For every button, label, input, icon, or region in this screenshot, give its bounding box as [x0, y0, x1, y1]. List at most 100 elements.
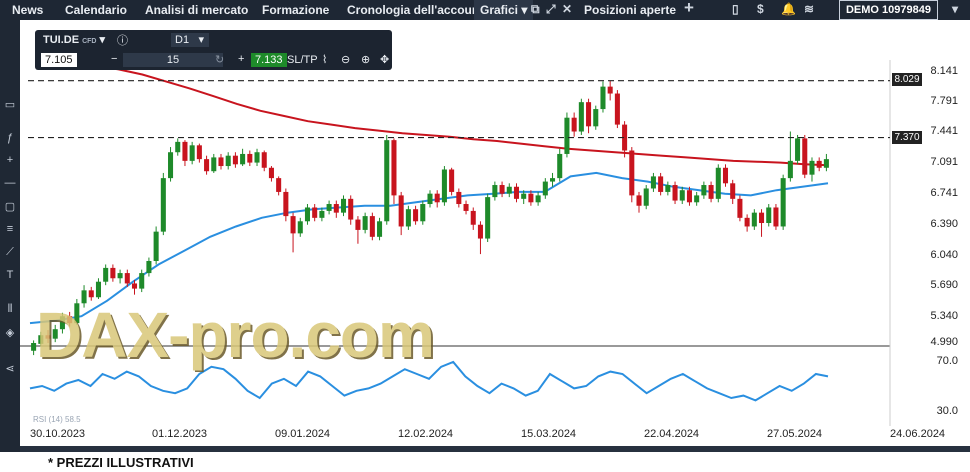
candle-body	[175, 141, 181, 153]
candle-body	[463, 204, 469, 211]
candle-body	[636, 195, 642, 206]
account-label: DEMO	[845, 4, 879, 16]
candle-body	[557, 153, 563, 179]
ask-price[interactable]: 7.133	[251, 53, 287, 67]
add-tab-icon[interactable]: +	[684, 0, 694, 17]
candles	[31, 80, 829, 356]
timeframe-select[interactable]: D1 ▾	[171, 33, 210, 47]
bid-price[interactable]: 7.105	[41, 53, 77, 67]
tab-formazione[interactable]: Formazione	[262, 3, 330, 17]
decrease-quantity-button[interactable]: −	[111, 53, 118, 65]
account-badge[interactable]: DEMO 10979849	[838, 0, 938, 20]
tab-calendario[interactable]: Calendario	[65, 3, 128, 17]
candle-body	[45, 335, 51, 339]
window-icon[interactable]: ▭	[4, 99, 16, 111]
candle-body	[672, 185, 678, 201]
quantity-input[interactable]: 15	[123, 53, 223, 67]
sltp-button[interactable]: SL/TP	[287, 54, 318, 66]
zoom-out-icon[interactable]: ⊖	[341, 54, 351, 66]
tab-posizioni-aperte[interactable]: Posizioni aperte	[584, 3, 677, 17]
layers-icon[interactable]: ◈	[5, 327, 15, 339]
rectangle-tool-icon[interactable]: ▢	[4, 201, 16, 213]
layout-icon[interactable]: ▯	[732, 2, 739, 16]
grid-lines	[20, 60, 891, 426]
quantity-value: 15	[166, 54, 180, 66]
candle-body	[398, 195, 404, 227]
tab-cronologia-account[interactable]: Cronologia dell'account	[347, 3, 484, 17]
account-number: 10979849	[882, 4, 931, 16]
candle-body	[362, 216, 368, 230]
candle-body	[124, 273, 130, 284]
candle-body	[369, 216, 375, 237]
candle-body	[441, 169, 447, 203]
candle-body	[751, 212, 757, 227]
candle-body	[766, 207, 772, 224]
info-icon[interactable]: ⓘ	[117, 35, 128, 47]
candle-body	[499, 185, 505, 194]
text-tool-icon[interactable]: T	[6, 269, 14, 281]
candle-body	[247, 153, 253, 163]
detach-icon[interactable]: ⧉	[531, 2, 540, 16]
candle-body	[95, 281, 101, 298]
candle-body	[168, 152, 174, 179]
candle-body	[153, 231, 159, 261]
candle-body	[622, 124, 628, 151]
candle-body	[542, 181, 548, 196]
candle-body	[240, 153, 246, 165]
line-chart-icon[interactable]: ⌇	[322, 54, 328, 66]
ruler-icon[interactable]: ⫴	[7, 303, 13, 315]
candle-body	[658, 176, 664, 192]
currency-icon[interactable]: $	[757, 2, 764, 16]
line-tool-icon[interactable]: —	[4, 177, 16, 189]
candle-body	[103, 267, 109, 282]
tab-analisi-di-mercato[interactable]: Analisi di mercato	[145, 3, 249, 17]
indicator-icon[interactable]: ƒ	[6, 132, 14, 144]
price-tick: 6.390	[930, 218, 958, 230]
symbol-selector[interactable]: TUI.DE CFD ▾	[43, 34, 106, 46]
candle-body	[535, 195, 541, 203]
candle-body	[708, 185, 714, 199]
candle-body	[686, 190, 692, 203]
tab-news[interactable]: News	[12, 3, 44, 17]
reset-icon[interactable]: ↻	[215, 54, 225, 66]
tab-grafici[interactable]: Grafici ▾	[474, 0, 534, 20]
candle-body	[578, 102, 584, 132]
bell-icon[interactable]: 🔔	[781, 2, 796, 16]
candle-body	[67, 316, 73, 324]
candle-body	[59, 316, 65, 330]
footer: * PREZZI ILLUSTRATIVI	[0, 452, 970, 472]
expand-icon[interactable]: ⤢	[546, 2, 556, 16]
candle-body	[38, 335, 44, 344]
chart-canvas[interactable]	[20, 20, 970, 446]
fibonacci-icon[interactable]: ≡	[6, 223, 14, 235]
price-tag-lower: 7.370	[892, 131, 922, 144]
candle-body	[600, 86, 606, 110]
candle-body	[492, 185, 498, 198]
trend-tool-icon[interactable]: ⟋	[6, 246, 14, 258]
candle-body	[290, 216, 296, 234]
rsi-label: RSI (14) 58.5	[33, 415, 81, 424]
price-tick: 8.141	[930, 65, 958, 77]
crosshair-icon[interactable]: +	[6, 154, 14, 166]
candle-body	[679, 190, 685, 201]
menu-chevron-icon[interactable]: ▾	[952, 2, 959, 16]
date-tick: 12.02.2024	[398, 428, 454, 440]
candle-body	[449, 169, 455, 192]
candle-body	[268, 167, 274, 179]
price-tick: 6.040	[930, 249, 958, 261]
share-icon[interactable]: ⋖	[5, 363, 15, 375]
increase-quantity-button[interactable]: +	[238, 53, 245, 65]
zoom-in-icon[interactable]: ⊕	[361, 54, 371, 66]
candle-body	[643, 188, 649, 206]
candle-body	[485, 197, 491, 239]
move-icon[interactable]: ✥	[380, 54, 390, 66]
candle-body	[211, 157, 217, 172]
candle-body	[730, 183, 736, 199]
close-tab-icon[interactable]: ✕	[562, 2, 573, 16]
candle-body	[110, 267, 116, 279]
date-tick: 30.10.2023	[30, 428, 86, 440]
candle-body	[377, 221, 383, 237]
candle-body	[521, 193, 527, 199]
candle-body	[254, 152, 260, 163]
candle-body	[333, 204, 339, 213]
